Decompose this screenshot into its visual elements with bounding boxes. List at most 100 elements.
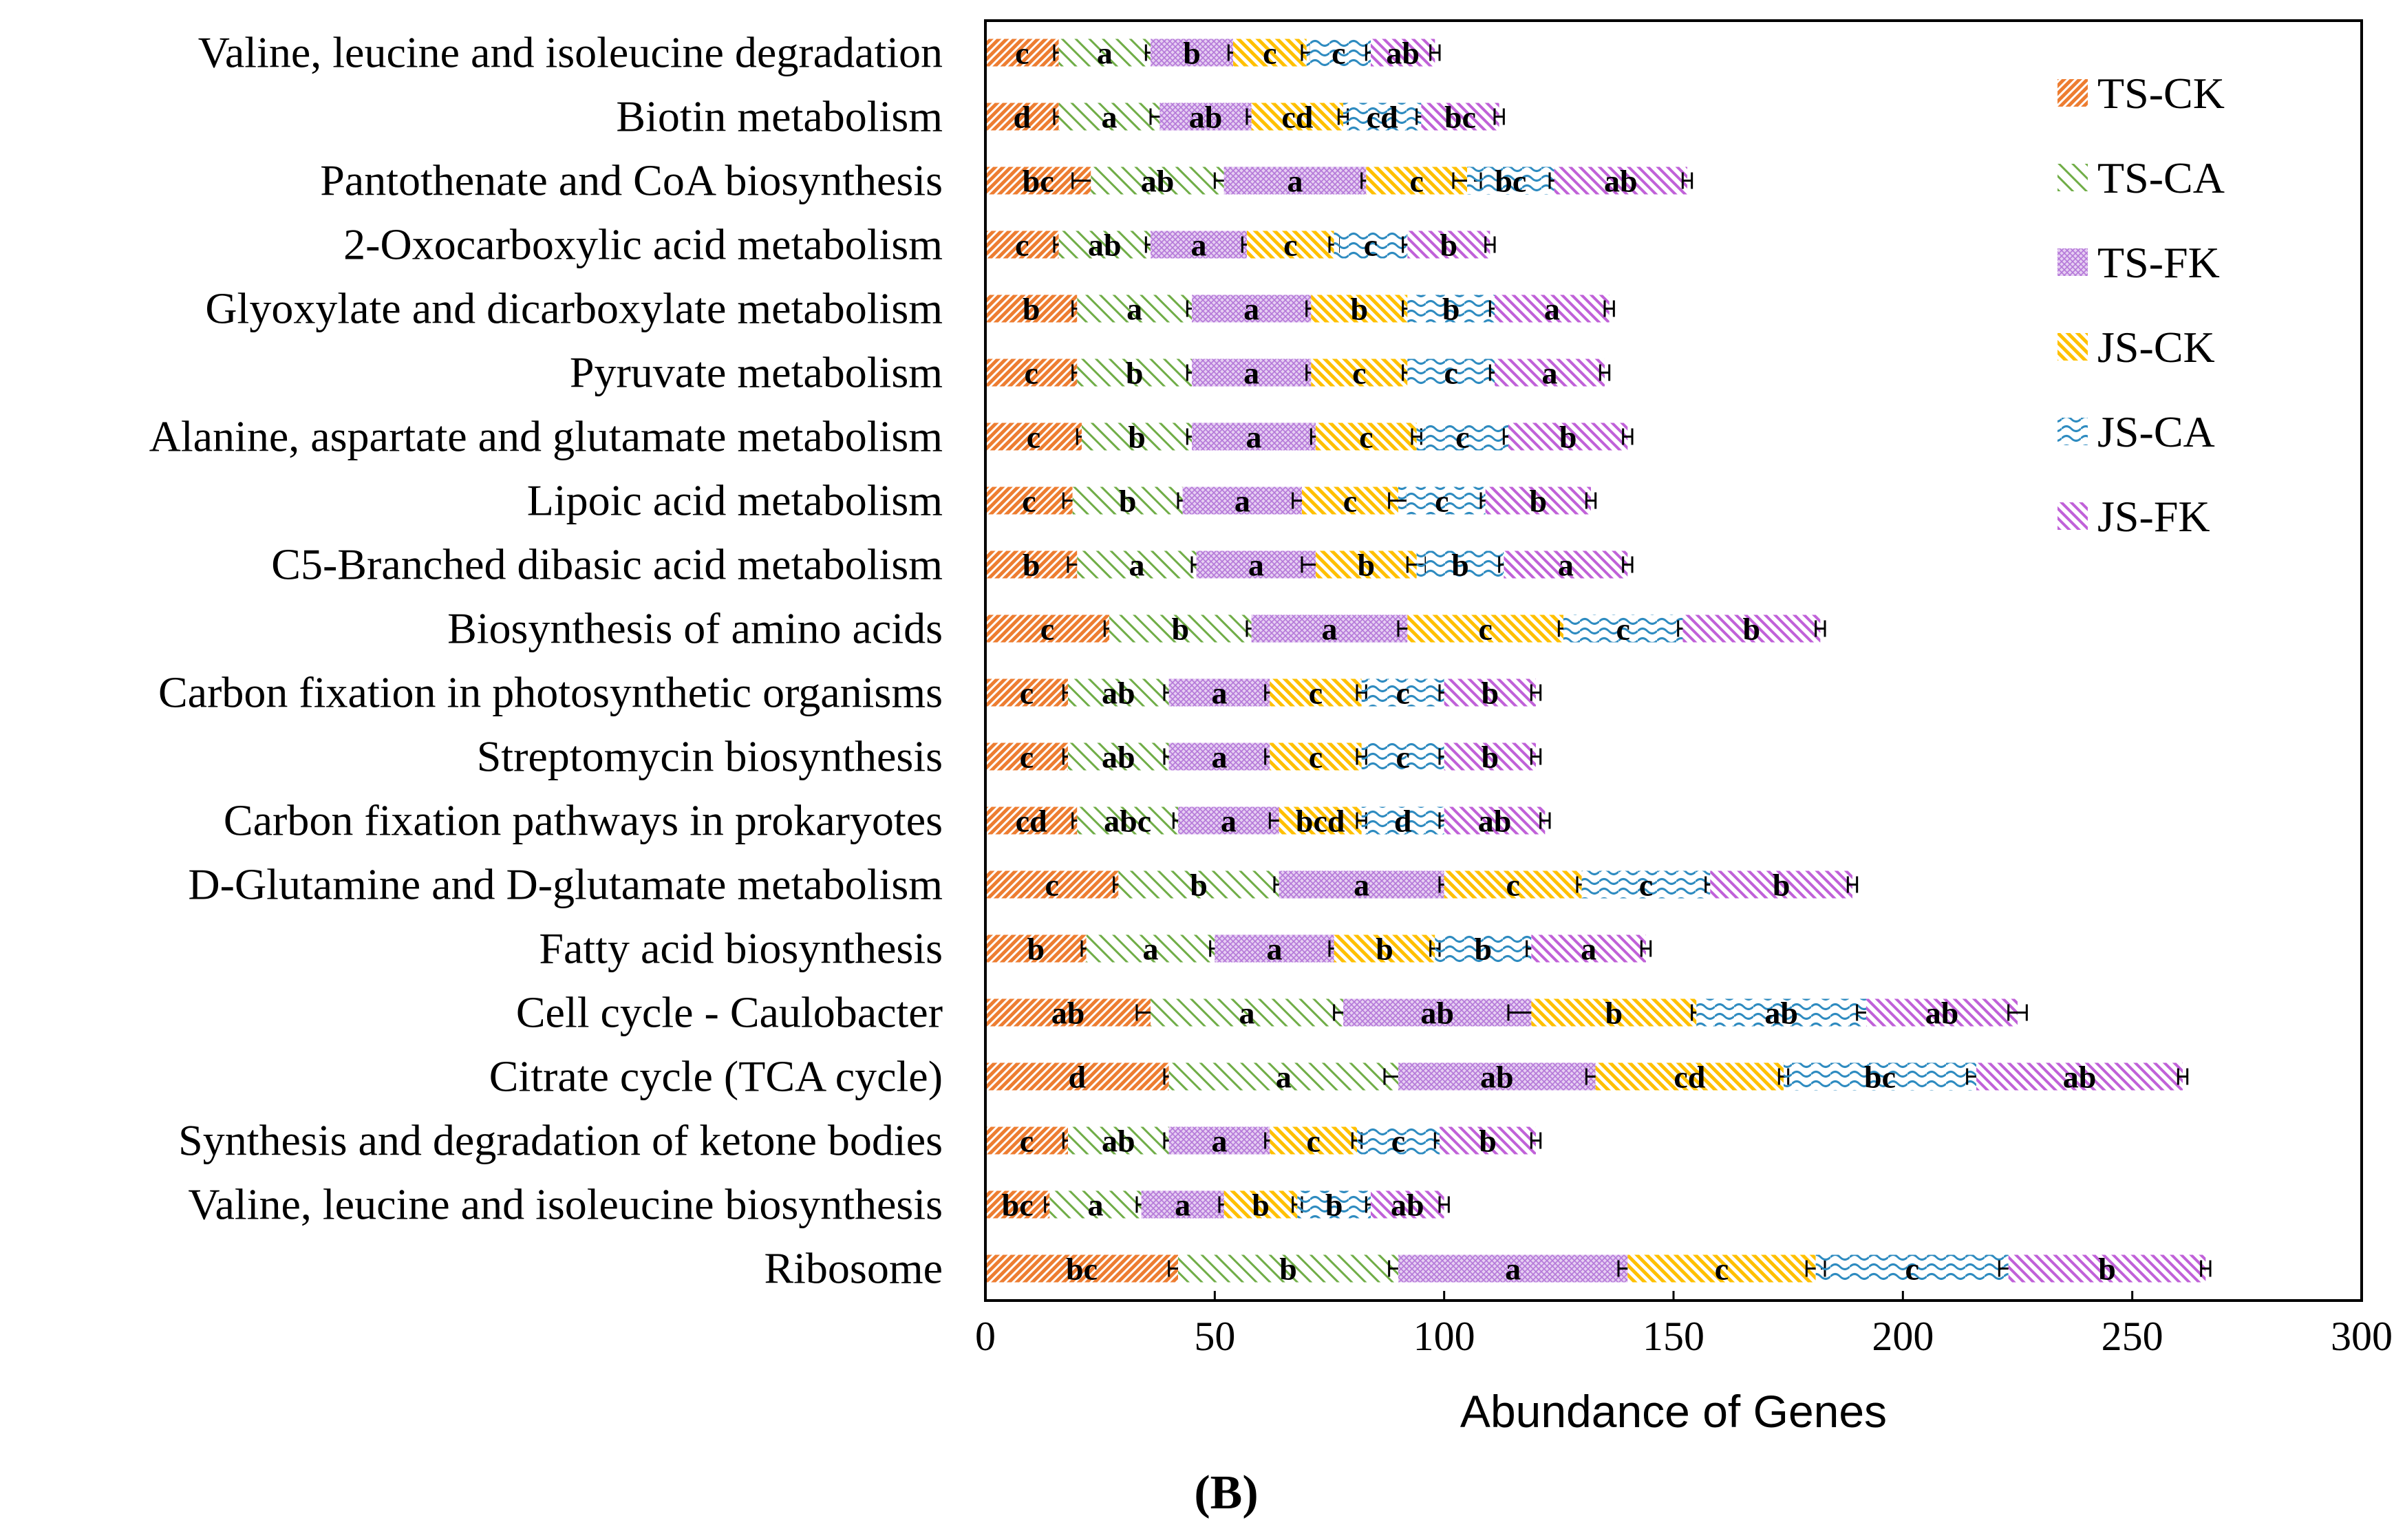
bar-segment-ts-fk <box>1151 231 1247 259</box>
bar-segment-ts-ck <box>985 870 1119 899</box>
error-bar <box>1530 748 1542 765</box>
legend-label: TS-CA <box>2097 153 2225 202</box>
bar-segment-js-ck <box>1316 423 1417 451</box>
significance-label: a <box>1212 1124 1228 1159</box>
significance-label: c <box>1435 484 1449 519</box>
bar-segment-js-ca <box>1416 550 1504 579</box>
significance-label: c <box>1409 164 1423 199</box>
legend-label: JS-CA <box>2097 407 2215 456</box>
significance-label: c <box>1455 420 1469 455</box>
bar-segment-ts-ca <box>1058 231 1151 259</box>
legend-swatch <box>2057 79 2088 107</box>
significance-label: c <box>1015 36 1029 71</box>
x-tick-label: 0 <box>975 1314 996 1359</box>
bar-segment-js-ck <box>1444 870 1582 899</box>
significance-label: a <box>1097 36 1113 71</box>
legend-item-ts-fk: TS-FK <box>2057 238 2220 287</box>
bar-segment-ts-ca <box>1068 1126 1169 1155</box>
significance-label: c <box>1022 484 1036 519</box>
significance-label: c <box>1309 676 1323 711</box>
legend-item-ts-ca: TS-CA <box>2057 153 2225 202</box>
bar-segment-js-ca <box>1361 742 1444 771</box>
significance-label: a <box>1248 548 1264 583</box>
bar-segment-ts-fk <box>1223 167 1367 195</box>
bar-segment-ts-fk <box>1151 39 1233 67</box>
bar-segment-ts-ck <box>985 1062 1169 1091</box>
bars-layer <box>985 39 2212 1283</box>
significance-label: a <box>1212 740 1228 775</box>
significance-label: c <box>1263 36 1276 71</box>
significance-label: d <box>1069 1060 1087 1095</box>
bar-segment-js-fk <box>1495 295 1610 323</box>
bar-segment-ts-fk <box>1168 1126 1270 1155</box>
bar-segment-js-ck <box>1223 1190 1298 1219</box>
significance-label: b <box>1605 996 1623 1031</box>
significance-label: b <box>1743 612 1761 647</box>
significance-label: b <box>1358 548 1376 583</box>
legend-label: JS-CK <box>2097 323 2215 372</box>
legend-swatch <box>2057 502 2088 530</box>
legend-item-js-ck: JS-CK <box>2057 323 2215 372</box>
bar-segment-ts-ca <box>1077 295 1192 323</box>
significance-label: ab <box>2063 1060 2097 1095</box>
significance-label: a <box>1129 548 1145 583</box>
bar-segment-js-fk <box>1495 359 1605 387</box>
legend-label: TS-CK <box>2097 69 2225 118</box>
significance-label: b <box>1023 292 1040 327</box>
bar-segment-js-ck <box>1366 167 1467 195</box>
bar-segment-ts-ck <box>985 1254 1178 1283</box>
bar-segment-ts-ck <box>985 614 1109 643</box>
error-bar <box>1429 44 1441 61</box>
significance-label: c <box>1616 612 1629 647</box>
bar-segment-js-ca <box>1407 295 1495 323</box>
significance-label: a <box>1542 356 1558 391</box>
bar-segment-js-fk <box>1407 231 1490 259</box>
significance-label: cd <box>1016 804 1047 839</box>
significance-label: a <box>1243 292 1259 327</box>
bar-segment-ts-ca <box>1091 167 1224 195</box>
significance-label: ab <box>1088 228 1122 263</box>
significance-label: a <box>1175 1188 1190 1223</box>
bar-segment-ts-ck <box>985 359 1078 387</box>
bar-segment-js-ca <box>1435 934 1532 963</box>
category-label: Citrate cycle (TCA cycle) <box>489 1052 943 1101</box>
significance-label: c <box>1396 676 1409 711</box>
bar-segment-js-ck <box>1302 486 1398 515</box>
bar-segment-ts-fk <box>1196 550 1316 579</box>
error-bar <box>2007 1004 2028 1021</box>
legend-swatch <box>2057 418 2088 445</box>
significance-label: b <box>1351 292 1369 327</box>
x-tick-label: 300 <box>2331 1314 2393 1359</box>
significance-label: b <box>1183 36 1201 71</box>
bar-segment-js-ck <box>1251 103 1343 131</box>
significance-label: c <box>1905 1252 1918 1287</box>
bar-segment-ts-fk <box>1178 806 1279 835</box>
bar-segment-js-ck <box>1270 1126 1357 1155</box>
error-bar <box>1681 172 1693 189</box>
legend-swatch <box>2057 164 2088 191</box>
significance-label: b <box>1479 1124 1497 1159</box>
category-label: Synthesis and degradation of ketone bodi… <box>178 1116 943 1165</box>
significance-label: a <box>1354 868 1369 903</box>
bar-segment-js-fk <box>1440 1126 1536 1155</box>
bar-segment-ts-ck <box>985 231 1059 259</box>
bar-segment-ts-ca <box>1086 934 1215 963</box>
significance-label: c <box>1283 228 1297 263</box>
significance-label: c <box>1020 676 1034 711</box>
bar-segment-js-ca <box>1357 1126 1440 1155</box>
bar-segment-ts-ck <box>985 678 1068 707</box>
significance-label: a <box>1212 676 1228 711</box>
significance-label: a <box>1276 1060 1292 1095</box>
category-label: Fatty acid biosynthesis <box>539 924 943 973</box>
category-label: Glyoxylate and dicarboxylate metabolism <box>205 284 943 333</box>
bar-segment-js-ca <box>1334 231 1408 259</box>
bar-segment-ts-ca <box>1077 806 1178 835</box>
significance-label: ab <box>1925 996 1959 1031</box>
error-bar <box>1622 428 1634 445</box>
category-label: 2-Oxocarboxylic acid metabolism <box>343 220 943 269</box>
error-bar <box>1846 876 1859 893</box>
significance-label: a <box>1558 548 1574 583</box>
bar-segment-ts-fk <box>1398 1254 1628 1283</box>
significance-label: b <box>1023 548 1040 583</box>
bar-segment-ts-ck <box>985 486 1073 515</box>
